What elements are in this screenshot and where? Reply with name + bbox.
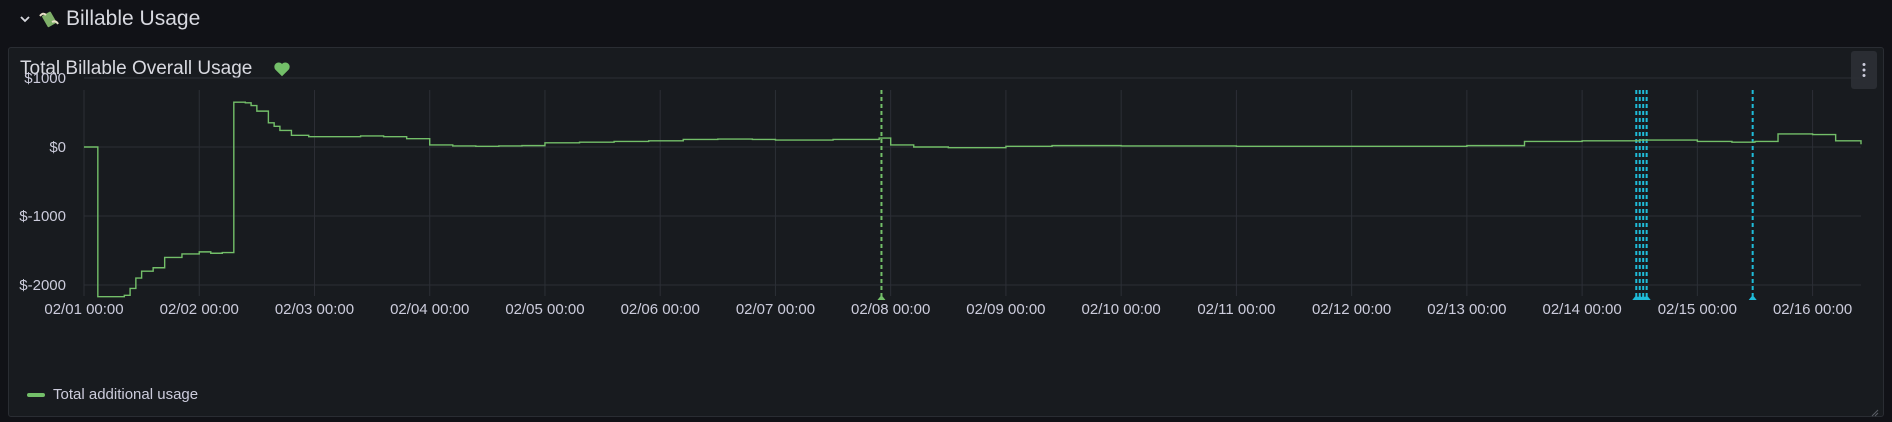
x-tick-label: 02/10 00:00 <box>1082 301 1161 318</box>
annotation-marker <box>1642 295 1651 300</box>
panel-menu-button[interactable] <box>1851 51 1877 89</box>
x-tick-label: 02/08 00:00 <box>851 301 930 318</box>
chart-panel: Total Billable Overall Usage $1000 $0 $-10… <box>8 47 1884 417</box>
x-tick-label: 02/05 00:00 <box>505 301 584 318</box>
y-tick-label: $-2000 <box>19 277 66 294</box>
heart-icon <box>273 61 295 81</box>
x-tick-label: 02/01 00:00 <box>44 301 123 318</box>
chart-series <box>84 101 1862 298</box>
series-line-total-additional-usage <box>84 101 1862 298</box>
y-tick-label: $0 <box>49 139 66 156</box>
chart-grid <box>83 77 1861 296</box>
x-tick-label: 02/04 00:00 <box>390 301 469 318</box>
chart-annotations <box>877 90 1757 300</box>
row-title: Billable Usage <box>66 7 201 30</box>
legend-swatch <box>27 392 45 397</box>
x-tick-label: 02/09 00:00 <box>966 301 1045 318</box>
x-tick-label: 02/02 00:00 <box>160 301 239 318</box>
x-tick-label: 02/13 00:00 <box>1427 301 1506 318</box>
annotation-marker <box>877 295 886 300</box>
panel-title[interactable]: Total Billable Overall Usage <box>20 58 253 79</box>
y-tick-label: $-1000 <box>19 208 66 225</box>
y-tick-label: $1000 <box>24 70 66 87</box>
x-axis: 02/01 00:00 02/02 00:00 02/03 00:00 02/04 0… <box>44 301 1852 318</box>
legend[interactable]: Total additional usage <box>27 386 198 403</box>
x-tick-label: 02/11 00:00 <box>1197 301 1275 318</box>
x-tick-label: 02/12 00:00 <box>1312 301 1391 318</box>
vertical-ellipsis-icon <box>1862 63 1866 77</box>
x-tick-label: 02/16 00:00 <box>1773 301 1852 318</box>
legend-label: Total additional usage <box>53 386 199 403</box>
usage-chart[interactable]: $1000 $0 $-1000 $-2000 02/01 00:00 02/02 00:… <box>9 48 1885 378</box>
chevron-down-icon[interactable] <box>18 12 32 26</box>
annotation-marker <box>1748 295 1757 300</box>
x-tick-label: 02/14 00:00 <box>1542 301 1621 318</box>
y-axis: $1000 $0 $-1000 $-2000 <box>19 70 66 294</box>
money-wings-icon <box>38 8 60 30</box>
x-tick-label: 02/03 00:00 <box>275 301 354 318</box>
row-header[interactable]: Billable Usage <box>18 4 200 34</box>
x-tick-label: 02/07 00:00 <box>736 301 815 318</box>
resize-handle-icon[interactable] <box>1869 404 1879 417</box>
x-tick-label: 02/15 00:00 <box>1658 301 1737 318</box>
x-tick-label: 02/06 00:00 <box>621 301 700 318</box>
